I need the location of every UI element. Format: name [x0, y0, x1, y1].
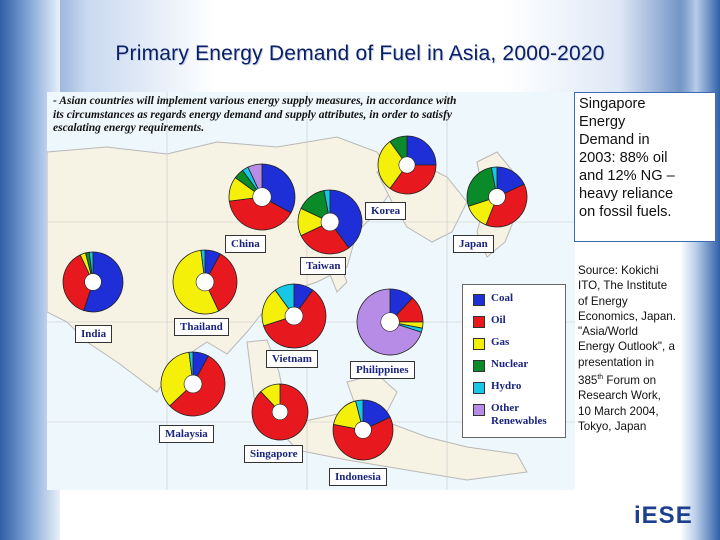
- source-line: Energy Outlook", a: [578, 340, 675, 354]
- singapore-highlight-box: Singapore Energy Demand in 2003: 88% oil…: [574, 92, 716, 242]
- highlight-line: Energy: [579, 114, 626, 130]
- label-philippines: Philippines: [350, 361, 415, 379]
- label-taiwan: Taiwan: [300, 257, 347, 275]
- label-korea: Korea: [365, 202, 407, 220]
- source-line: Source: Kokichi: [578, 264, 659, 277]
- pie-china: [228, 163, 296, 231]
- legend-swatch: [473, 338, 485, 350]
- pie-india: [62, 251, 124, 313]
- source-line: Tokyo, Japan: [578, 419, 647, 433]
- label-china: China: [225, 235, 266, 253]
- label-india: India: [75, 325, 113, 343]
- source-line: of Energy: [578, 294, 628, 308]
- label-indonesia: Indonesia: [329, 468, 387, 486]
- highlight-line: Demand in: [579, 132, 650, 148]
- pie-singapore: [251, 383, 309, 441]
- label-malaysia: Malaysia: [159, 425, 214, 443]
- pie-indonesia-hole: [354, 421, 372, 439]
- pie-singapore-hole: [271, 403, 289, 421]
- label-thailand: Thailand: [174, 318, 229, 336]
- source-line: presentation in: [578, 355, 655, 369]
- source-line: "Asia/World: [578, 325, 638, 339]
- pie-thailand-hole: [195, 272, 215, 292]
- pie-india-slice: [83, 251, 124, 313]
- pie-india-slice: [62, 254, 94, 312]
- pie-taiwan-slice: [300, 221, 350, 255]
- pie-india-hole: [84, 273, 102, 291]
- background-top-band: [0, 0, 720, 92]
- pie-philippines: [356, 288, 424, 356]
- pie-vietnam-slice: [274, 283, 295, 318]
- pie-vietnam: [261, 283, 327, 349]
- source-line: ITO, The Institute: [578, 279, 668, 293]
- asia-map-figure: - Asian countries will implement various…: [47, 92, 575, 490]
- label-vietnam: Vietnam: [266, 350, 318, 368]
- label-japan: Japan: [453, 235, 494, 253]
- pie-malaysia-slice: [160, 351, 194, 407]
- intro-line: - Asian countries will implement various…: [53, 95, 457, 107]
- highlight-line: and 12% NG –: [579, 168, 675, 184]
- pie-korea-slice: [377, 140, 408, 190]
- pie-singapore-slice: [260, 383, 281, 414]
- pie-malaysia-hole: [183, 374, 203, 394]
- source-line: Economics, Japan.: [578, 309, 676, 323]
- legend-swatch: [473, 382, 485, 394]
- pie-thailand-slice: [204, 253, 238, 312]
- map-graphic: [47, 92, 575, 490]
- legend-swatch: [473, 316, 485, 328]
- highlight-line: on fossil fuels.: [579, 204, 672, 220]
- pie-indonesia: [332, 399, 394, 461]
- pie-korea-slice: [389, 164, 437, 195]
- highlight-line: heavy reliance: [579, 186, 674, 202]
- pie-japan-hole: [488, 188, 506, 206]
- source-line: Research Work,: [578, 389, 661, 403]
- pie-thailand: [172, 249, 238, 315]
- fuel-legend: Coal Oil Gas Nuclear Hydro Other Rene: [462, 284, 566, 438]
- pie-japan: [466, 166, 528, 228]
- background-right-band: [680, 0, 720, 540]
- pie-korea: [377, 135, 437, 195]
- legend-swatch: [473, 360, 485, 372]
- intro-line: its circumstances as regards energy dema…: [53, 108, 453, 121]
- source-line-forum: 385th Forum on: [578, 373, 657, 387]
- pie-china-hole: [252, 187, 272, 207]
- highlight-line: 2003: 88% oil: [579, 150, 668, 166]
- legend-swatch: [473, 404, 485, 416]
- legend-swatch: [473, 294, 485, 306]
- pie-japan-slice: [485, 183, 528, 228]
- highlight-line: Singapore: [579, 96, 646, 112]
- pie-philippines-hole: [380, 312, 400, 332]
- pie-taiwan-hole: [320, 212, 340, 232]
- source-line: 10 March 2004,: [578, 404, 659, 418]
- pie-taiwan-slice: [329, 189, 363, 249]
- pie-korea-slice: [406, 135, 437, 166]
- label-singapore: Singapore: [244, 445, 304, 463]
- intro-line: escalating energy requirements.: [53, 122, 205, 134]
- iese-logo: iESE: [634, 502, 693, 529]
- pie-vietnam-hole: [284, 306, 304, 326]
- intro-text: - Asian countries will implement various…: [53, 95, 565, 136]
- pie-taiwan: [297, 189, 363, 255]
- pie-china-slice: [228, 196, 292, 231]
- pie-malaysia: [160, 351, 226, 417]
- slide-title: Primary Energy Demand of Fuel in Asia, 2…: [115, 42, 605, 65]
- pie-korea-hole: [398, 156, 416, 174]
- pie-charts-layer: [62, 135, 528, 461]
- source-citation: Source: Kokichi ITO, The Institute of En…: [578, 263, 716, 434]
